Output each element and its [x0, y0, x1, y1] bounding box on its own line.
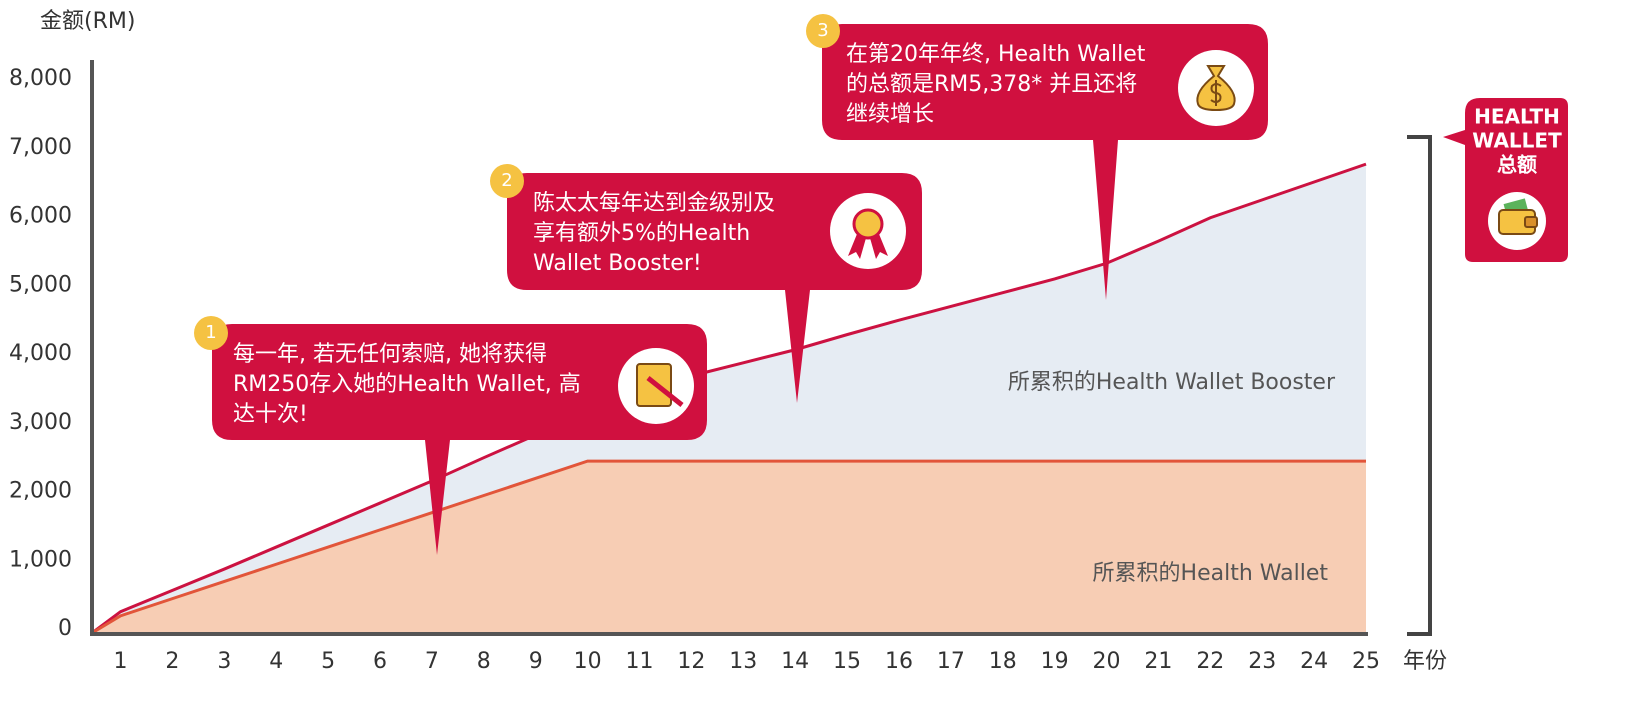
x-tick-label: 8	[477, 649, 491, 674]
x-tick-label: 13	[729, 649, 757, 674]
bracket	[1407, 135, 1432, 636]
x-tick-label: 16	[885, 649, 913, 674]
total-label: 总额	[1497, 153, 1537, 177]
x-tick-label: 23	[1248, 649, 1276, 674]
wallet-icon	[1488, 192, 1546, 250]
x-tick-label: 14	[781, 649, 809, 674]
x-axis-label: 年份	[1403, 649, 1447, 674]
callout-text: 享有额外5%的Health	[533, 221, 750, 246]
plot-area	[91, 162, 1367, 635]
x-tick-label: 1	[114, 649, 128, 674]
x-tick-label: 21	[1144, 649, 1172, 674]
callout-text: Wallet Booster!	[533, 251, 702, 276]
x-tick-label: 19	[1041, 649, 1069, 674]
badge-number: 3	[817, 20, 828, 41]
y-tick-label: 1,000	[9, 547, 72, 572]
x-tick-label: 4	[269, 649, 283, 674]
x-tick-label: 18	[989, 649, 1017, 674]
x-tick-label: 10	[574, 649, 602, 674]
x-tick-label: 2	[165, 649, 179, 674]
y-tick-label: 5,000	[9, 272, 72, 297]
line	[91, 459, 1366, 635]
callout-text: 的总额是RM5,378* 并且还将	[846, 72, 1137, 97]
line	[91, 162, 1367, 635]
region-label: 所累积的Health Wallet	[1093, 561, 1329, 586]
callout-text: 每一年, 若无任何索赔, 她将获得	[233, 342, 547, 367]
x-tick-label: 24	[1300, 649, 1328, 674]
callout	[490, 164, 922, 403]
x-tick-label: 15	[833, 649, 861, 674]
x-tick-label: 12	[677, 649, 705, 674]
x-tick-label: 22	[1196, 649, 1224, 674]
x-tick-label: 9	[529, 649, 543, 674]
callout	[194, 316, 707, 555]
callout	[806, 14, 1268, 300]
callout-text: 陈太太每年达到金级别及	[533, 191, 775, 216]
y-axis-label: 金额(RM)	[40, 9, 135, 34]
y-tick-label: 7,000	[9, 135, 72, 160]
callout-text: 在第20年年终, Health Wallet	[846, 42, 1146, 67]
x-tick-label: 7	[425, 649, 439, 674]
callout-text: RM250存入她的Health Wallet, 高	[233, 372, 581, 397]
y-tick-label: 4,000	[9, 341, 72, 366]
x-tick-label: 11	[625, 649, 653, 674]
callout-text: 继续增长	[846, 102, 934, 127]
region-label: 所累积的Health Wallet Booster	[1008, 370, 1336, 395]
x-tick-label: 6	[373, 649, 387, 674]
x-tick-label: 17	[937, 649, 965, 674]
x-tick-label: 20	[1093, 649, 1121, 674]
total-label: WALLET	[1472, 129, 1562, 153]
callout-text: 达十次!	[233, 402, 308, 427]
y-tick-label: 6,000	[9, 204, 72, 229]
x-tick-label: 3	[217, 649, 231, 674]
y-tick-label: 3,000	[9, 410, 72, 435]
x-tick-label: 5	[321, 649, 335, 674]
area	[92, 461, 1366, 633]
badge-number: 2	[501, 170, 512, 191]
total-label: HEALTH	[1474, 105, 1560, 129]
x-tick-label: 25	[1352, 649, 1380, 674]
y-tick-label: 2,000	[9, 479, 72, 504]
y-tick-label: 8,000	[9, 66, 72, 91]
badge-number: 1	[205, 322, 216, 343]
y-tick-label: 0	[58, 616, 72, 641]
